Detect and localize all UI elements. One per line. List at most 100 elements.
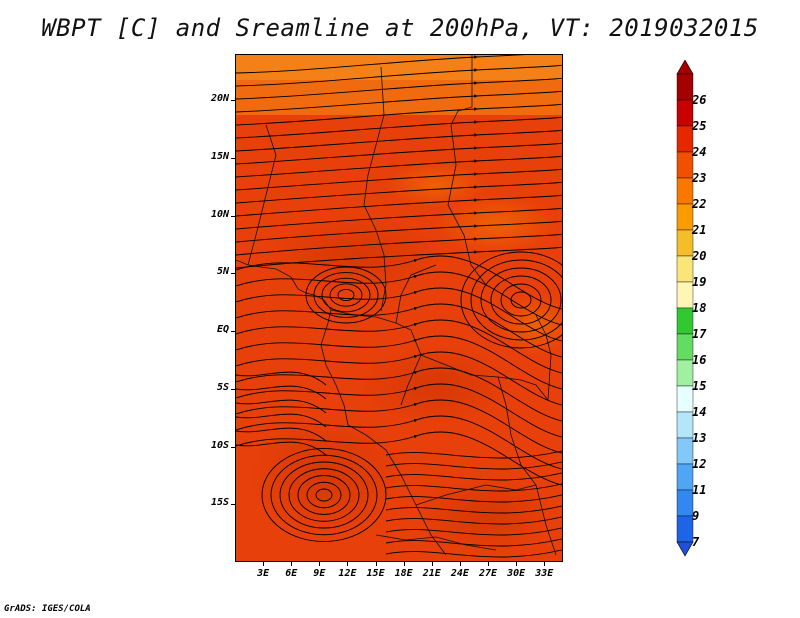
streamline	[236, 155, 562, 178]
streamline	[236, 383, 562, 438]
colorbar-swatch	[676, 359, 694, 387]
streamline	[236, 77, 562, 100]
streamline	[236, 413, 327, 428]
colorbar-swatch	[676, 437, 694, 465]
streamline	[385, 494, 562, 503]
streamline	[236, 441, 327, 456]
lat-tick-label: 5S	[216, 381, 229, 393]
lon-tick-label: 12E	[338, 568, 357, 579]
colorbar-label: 24	[692, 145, 707, 159]
streamline	[236, 271, 562, 326]
lon-tick-mark	[516, 562, 518, 566]
lon-tick-label: 6E	[285, 568, 298, 579]
streamline	[236, 431, 562, 486]
streamline	[385, 461, 562, 470]
colorbar-swatch	[676, 177, 694, 205]
lat-tick-label: 10N	[210, 208, 229, 220]
lat-tick-mark	[231, 446, 235, 448]
lat-tick-mark	[231, 273, 235, 275]
map-canvas	[236, 55, 562, 561]
streamline	[236, 142, 562, 165]
lon-tick-label: 24E	[450, 568, 469, 579]
streamline	[385, 450, 562, 459]
colorbar-swatch	[676, 255, 694, 283]
streamline	[236, 385, 327, 400]
chart-title: WBPT [C] and Sreamline at 200hPa, VT: 20…	[41, 14, 759, 42]
streamline	[236, 181, 562, 204]
streamline	[288, 468, 360, 522]
streamline	[337, 289, 355, 301]
colorbar-swatch	[676, 151, 694, 179]
lon-tick-label: 30E	[507, 568, 526, 579]
colorbar-top-arrow	[676, 60, 694, 75]
colorbar-swatch	[676, 515, 694, 543]
colorbar-label: 13	[692, 431, 707, 445]
streamline	[236, 103, 562, 126]
colorbar-swatch	[676, 73, 694, 101]
streamline	[236, 207, 562, 230]
streamline	[385, 483, 562, 492]
streamline	[385, 505, 562, 514]
lon-tick-mark	[291, 562, 293, 566]
streamlines	[236, 55, 562, 558]
streamline	[236, 335, 562, 390]
lat-tick-mark	[231, 157, 235, 159]
colorbar-label: 14	[692, 405, 707, 419]
streamline	[236, 90, 562, 113]
lat-tick-label: 15N	[210, 150, 229, 162]
colorbar-label: 9	[692, 509, 700, 523]
streamline	[385, 527, 562, 536]
streamline	[236, 233, 562, 256]
lon-tick-label: 3E	[257, 568, 270, 579]
lat-tick-label: EQ	[216, 324, 229, 336]
colorbar-swatch	[676, 281, 694, 309]
streamline	[460, 251, 562, 349]
streamline	[315, 488, 333, 502]
colorbar-label: 20	[692, 249, 707, 263]
lon-tick-mark	[375, 562, 377, 566]
footer-credit: GrADS: IGES/COLA	[4, 604, 91, 614]
colorbar-label: 26	[692, 93, 707, 107]
lon-tick-mark	[459, 562, 461, 566]
lon-tick-label: 21E	[422, 568, 441, 579]
streamline	[297, 475, 351, 515]
lat-tick-label: 20N	[210, 93, 229, 105]
colorbar-bottom-arrow	[676, 541, 694, 557]
streamline	[470, 259, 562, 341]
streamline	[236, 303, 562, 358]
lat-tick-label: 15S	[210, 497, 229, 509]
colorbar-label: 15	[692, 379, 707, 393]
streamline	[385, 549, 562, 558]
lat-tick-label: 10S	[210, 439, 229, 451]
colorbar-swatch	[676, 99, 694, 127]
streamline	[236, 220, 562, 243]
country-borders	[236, 55, 557, 556]
streamline	[236, 116, 562, 139]
lon-tick-mark	[488, 562, 490, 566]
streamline	[385, 472, 562, 481]
lat-tick-mark	[231, 100, 235, 102]
lon-tick-mark	[263, 562, 265, 566]
lon-tick-mark	[403, 562, 405, 566]
streamline	[510, 291, 532, 309]
streamline	[329, 283, 363, 307]
streamline	[261, 448, 387, 542]
lon-tick-label: 27E	[478, 568, 498, 579]
lon-tick-label: 33E	[535, 568, 554, 579]
colorbar-swatch	[676, 489, 694, 517]
streamline	[313, 272, 379, 318]
lon-tick-mark	[431, 562, 433, 566]
colorbar-label: 21	[692, 223, 707, 237]
colorbar-swatch	[676, 229, 694, 257]
colorbar-swatch	[676, 385, 694, 413]
colorbar-label: 17	[692, 327, 707, 341]
lat-tick-mark	[231, 215, 235, 217]
lat-tick-mark	[231, 388, 235, 390]
lat-tick-label: 5N	[216, 266, 229, 278]
streamline	[321, 277, 371, 313]
lon-tick-mark	[319, 562, 321, 566]
streamline	[500, 283, 542, 317]
lat-tick-mark	[231, 504, 235, 506]
colorbar-label: 7	[692, 535, 700, 549]
streamline	[236, 367, 562, 422]
